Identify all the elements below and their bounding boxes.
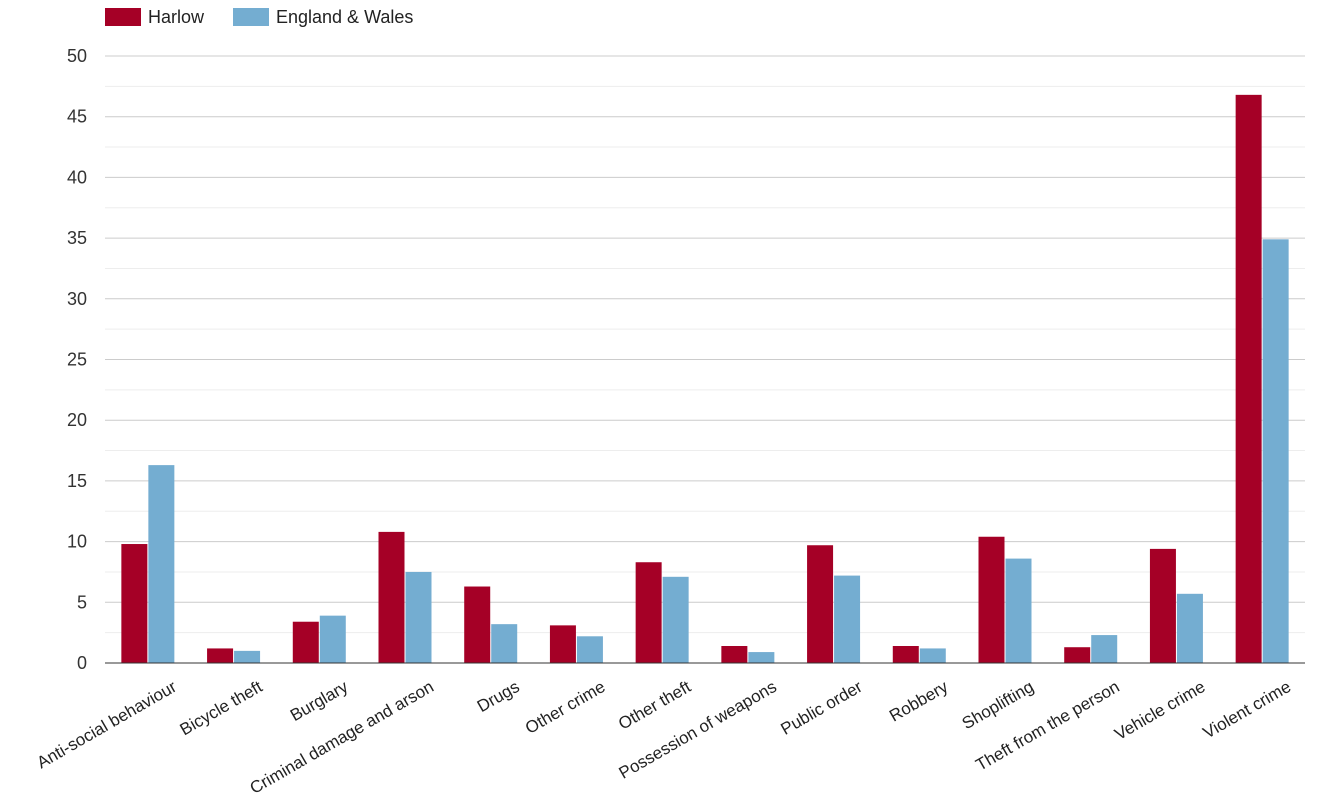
bar-harlow-other-crime bbox=[549, 625, 576, 663]
bar-england-wales-theft-from-the-person bbox=[1091, 635, 1118, 663]
bar-harlow-theft-from-the-person bbox=[1064, 647, 1091, 663]
x-tick-label: Drugs bbox=[474, 677, 523, 716]
x-tick-label: Violent crime bbox=[1200, 677, 1294, 742]
y-tick-label: 50 bbox=[67, 46, 87, 66]
bar-england-wales-burglary bbox=[319, 615, 346, 663]
bar-harlow-other-theft bbox=[635, 562, 662, 663]
y-tick-label: 40 bbox=[67, 167, 87, 187]
bar-england-wales-vehicle-crime bbox=[1176, 593, 1203, 663]
x-tick-label: Robbery bbox=[886, 677, 952, 726]
y-tick-label: 5 bbox=[77, 592, 87, 612]
x-tick-label: Shoplifting bbox=[959, 677, 1037, 733]
y-tick-label: 30 bbox=[67, 289, 87, 309]
x-tick-label: Other crime bbox=[522, 677, 608, 738]
legend: Harlow England & Wales bbox=[105, 7, 413, 27]
y-tick-label: 25 bbox=[67, 350, 87, 370]
bar-england-wales-anti-social-behaviour bbox=[148, 465, 175, 663]
x-tick-label: Theft from the person bbox=[972, 677, 1122, 775]
bar-harlow-violent-crime bbox=[1235, 94, 1262, 663]
axes: 0 5 10 15 20 25 30 35 40 45 50 Anti-social behaviou… bbox=[34, 46, 1305, 798]
y-tick-label: 10 bbox=[67, 532, 87, 552]
legend-swatch bbox=[105, 8, 141, 26]
bar-harlow-criminal-damage-and-arson bbox=[378, 531, 405, 663]
legend-label: England & Wales bbox=[276, 7, 413, 27]
legend-swatch bbox=[233, 8, 269, 26]
x-tick-label: Bicycle theft bbox=[177, 677, 266, 739]
bar-harlow-robbery bbox=[892, 646, 919, 663]
legend-label: Harlow bbox=[148, 7, 205, 27]
y-tick-label: 20 bbox=[67, 410, 87, 430]
bar-harlow-anti-social-behaviour bbox=[121, 544, 148, 663]
bar-england-wales-possession-of-weapons bbox=[748, 652, 775, 663]
x-tick-label: Possession of weapons bbox=[616, 677, 780, 783]
y-tick-label: 45 bbox=[67, 107, 87, 127]
bar-england-wales-public-order bbox=[834, 575, 861, 663]
y-tick-label: 0 bbox=[77, 653, 87, 673]
y-tick-label: 15 bbox=[67, 471, 87, 491]
bar-england-wales-shoplifting bbox=[1005, 558, 1032, 663]
grid bbox=[105, 55, 1305, 634]
x-tick-label: Anti-social behaviour bbox=[34, 677, 180, 773]
x-tick-label: Public order bbox=[778, 677, 866, 739]
bar-harlow-drugs bbox=[464, 586, 491, 663]
bar-england-wales-criminal-damage-and-arson bbox=[405, 571, 432, 663]
bar-england-wales-other-crime bbox=[576, 636, 603, 663]
y-tick-label: 35 bbox=[67, 228, 87, 248]
bar-harlow-possession-of-weapons bbox=[721, 646, 748, 663]
x-tick-label: Vehicle crime bbox=[1111, 677, 1208, 744]
bar-harlow-public-order bbox=[807, 545, 834, 663]
bar-harlow-burglary bbox=[292, 621, 319, 663]
bar-england-wales-drugs bbox=[491, 624, 518, 663]
bar-england-wales-robbery bbox=[919, 648, 946, 663]
bars bbox=[121, 94, 1289, 663]
bar-england-wales-bicycle-theft bbox=[234, 650, 261, 663]
bar-harlow-bicycle-theft bbox=[207, 648, 234, 663]
bar-england-wales-violent-crime bbox=[1262, 239, 1289, 663]
x-tick-label: Burglary bbox=[287, 677, 352, 725]
x-tick-label: Other theft bbox=[615, 677, 694, 734]
bar-harlow-vehicle-crime bbox=[1149, 548, 1176, 663]
bar-harlow-shoplifting bbox=[978, 536, 1005, 663]
bar-england-wales-other-theft bbox=[662, 576, 689, 663]
